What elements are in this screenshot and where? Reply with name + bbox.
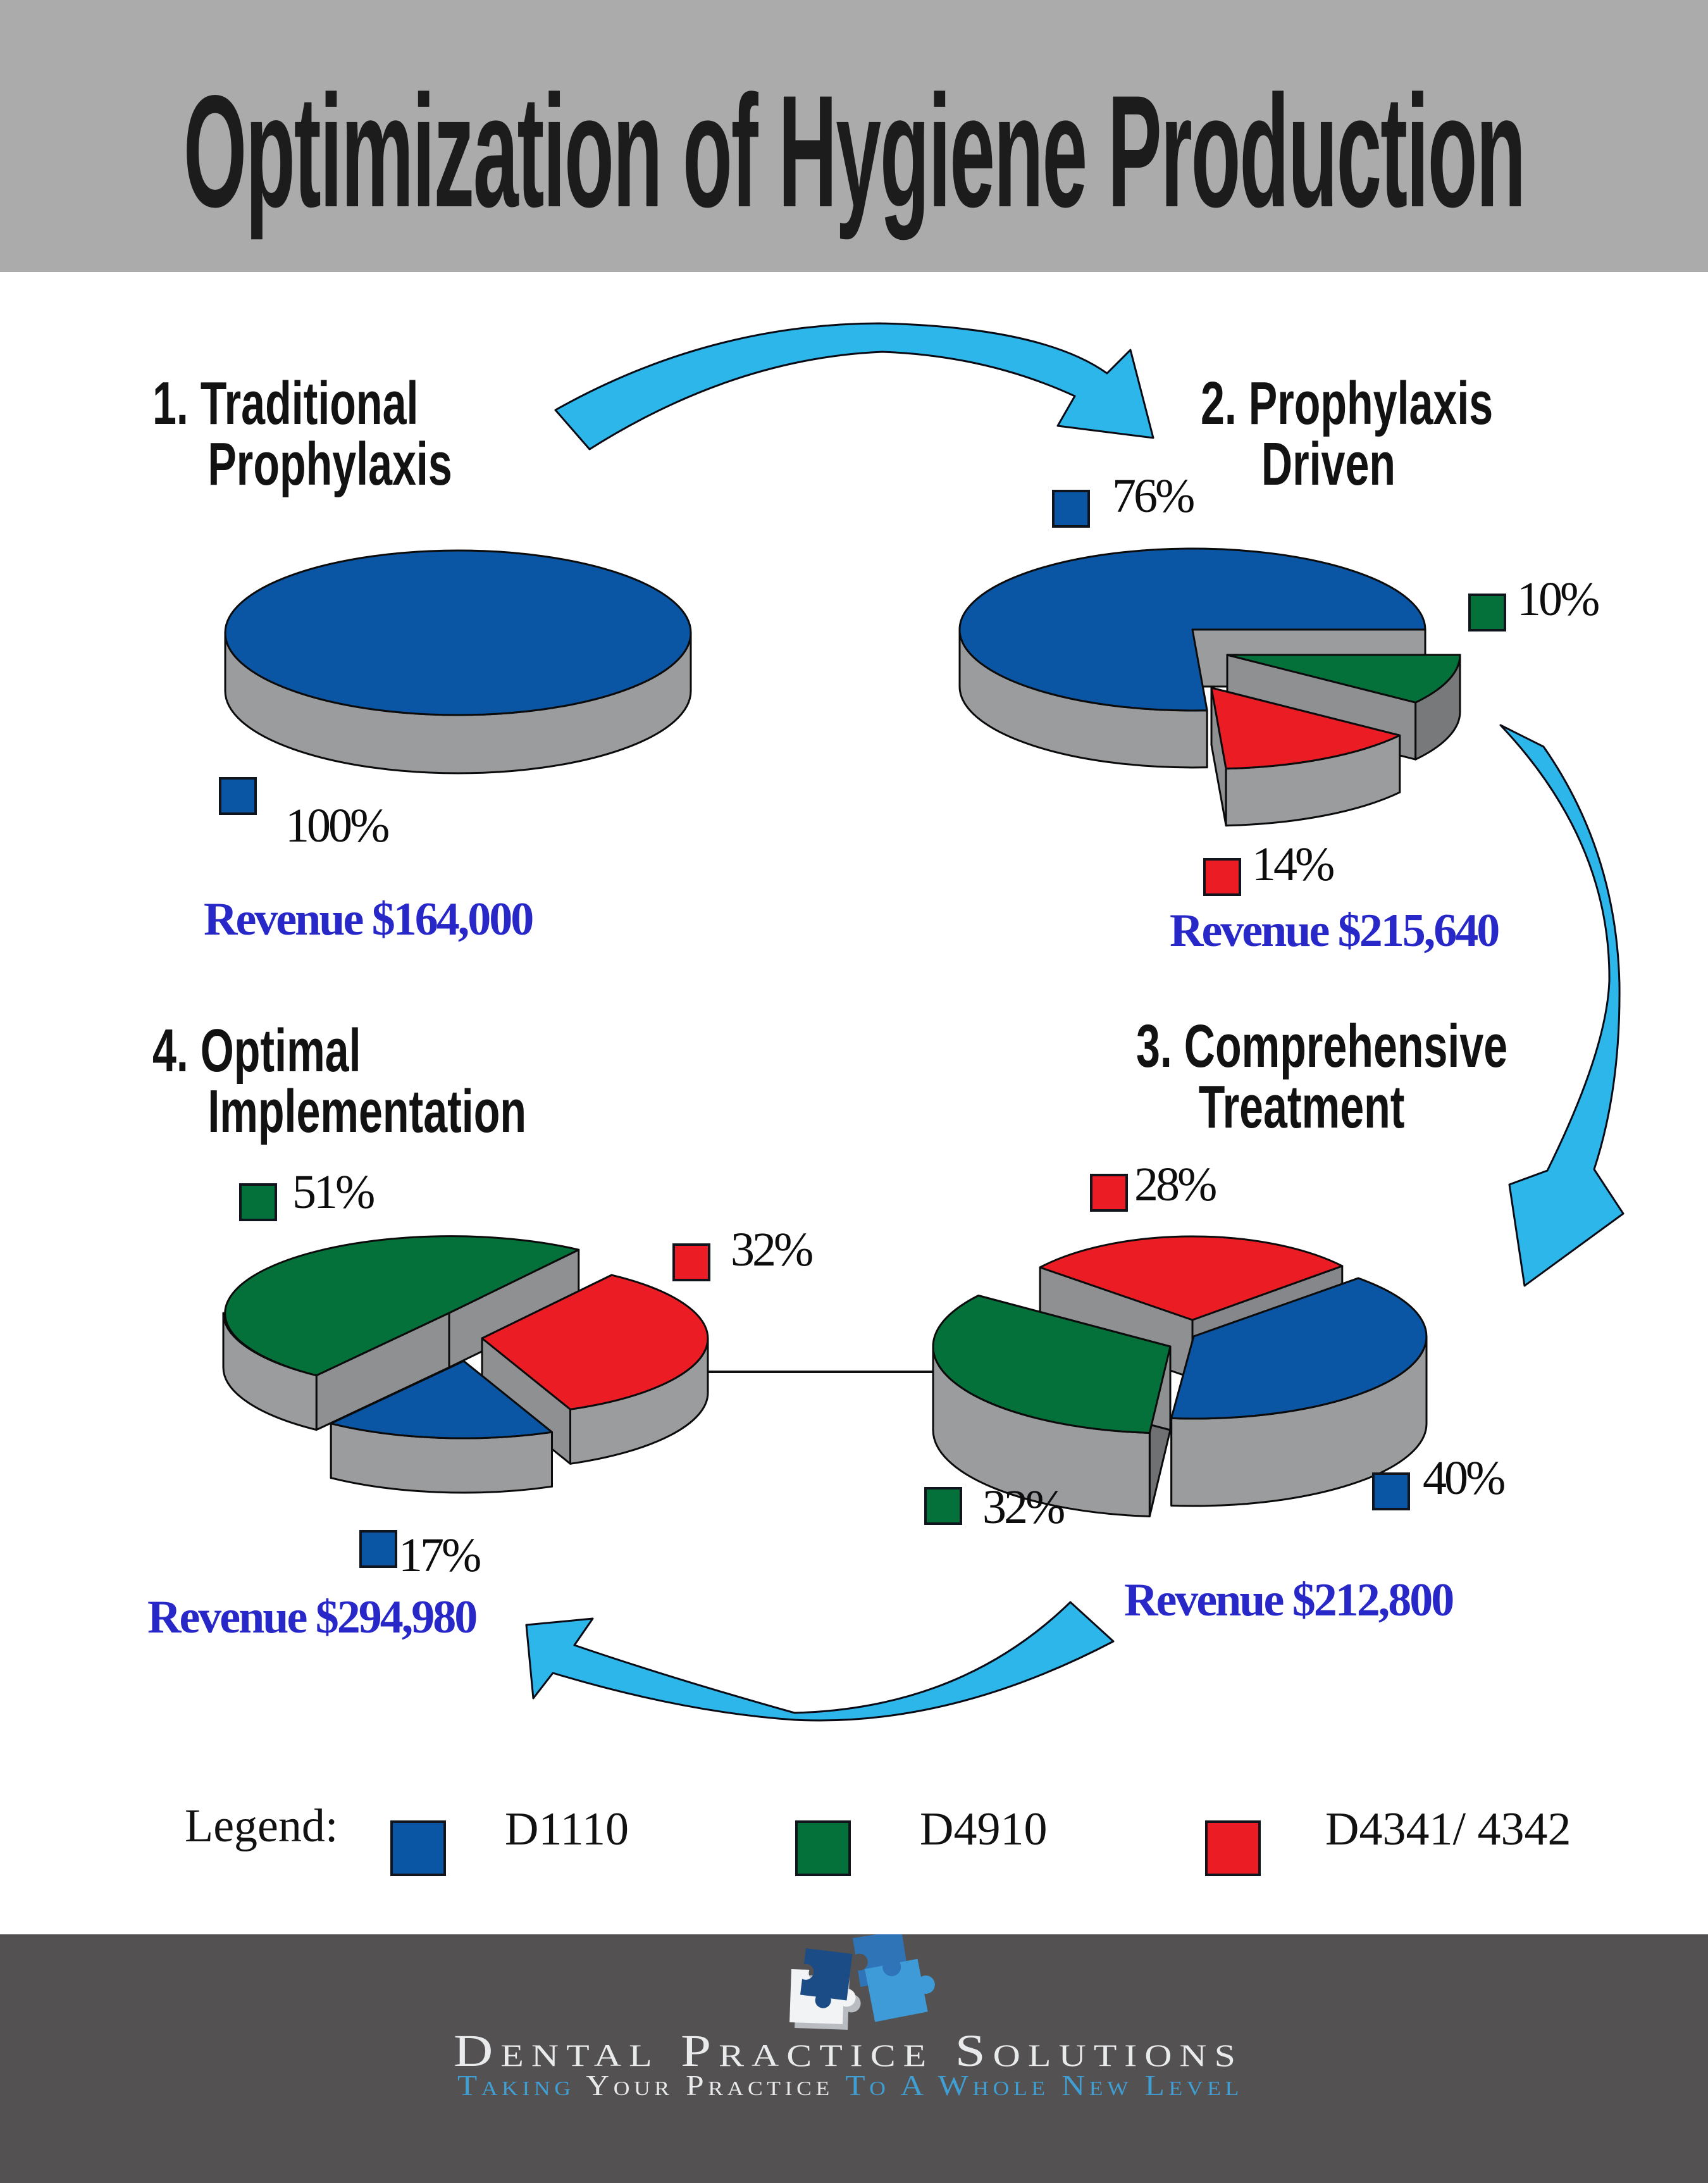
brand-name: Dental Practice Solutions bbox=[0, 1934, 1708, 2074]
pie-3-swatch-blue bbox=[1372, 1472, 1410, 1510]
arrow-3-to-4 bbox=[525, 1601, 1115, 1722]
pie-4-pct-green: 51% bbox=[292, 1166, 375, 1219]
pie-2-revenue: Revenue $215,640 bbox=[1170, 905, 1500, 957]
pie-3-pct-blue: 40% bbox=[1423, 1452, 1506, 1505]
pie-4-pct-red: 32% bbox=[731, 1223, 814, 1276]
pie-chart-2 bbox=[958, 547, 1461, 827]
legend-code-blue: D1110 bbox=[505, 1803, 629, 1855]
pie-4-slice-D4910 bbox=[222, 1235, 580, 1431]
slice-top-face bbox=[932, 1295, 1172, 1434]
pie-chart-4 bbox=[222, 1235, 709, 1494]
pie-3-swatch-green bbox=[924, 1487, 962, 1525]
pie-3-revenue: Revenue $212,800 bbox=[1124, 1574, 1454, 1626]
slice-top-face bbox=[958, 547, 1426, 712]
legend-swatch-red bbox=[1205, 1820, 1261, 1876]
pie-4-swatch-green bbox=[239, 1183, 277, 1221]
page-title-text: Optimization of Hygiene Production bbox=[183, 63, 1526, 240]
pie-1-title-line1: 1. Traditional bbox=[152, 370, 419, 437]
pie-4-title-line1: 4. Optimal bbox=[152, 1017, 361, 1085]
slice-top-face bbox=[224, 1235, 580, 1377]
puzzle-piece-lightblue bbox=[865, 1958, 935, 2022]
legend-swatch-blue bbox=[390, 1820, 446, 1876]
puzzle-logo-icon bbox=[789, 1934, 935, 2030]
pie-2-title: 2. Prophylaxis Driven bbox=[1201, 373, 1493, 495]
pie-1-revenue: Revenue $164,000 bbox=[204, 893, 534, 945]
slice-top-face bbox=[224, 549, 692, 716]
slice-top-face bbox=[1210, 687, 1401, 770]
pie-3-swatch-red bbox=[1090, 1174, 1128, 1212]
pie-2-swatch-red bbox=[1203, 858, 1241, 896]
header-band: Optimization of Hygiene Production bbox=[0, 0, 1708, 272]
slice-top-face bbox=[1226, 654, 1461, 704]
pie-3-title: 3. Comprehensive Treatment bbox=[1136, 1016, 1507, 1138]
pie-1-swatch-blue bbox=[219, 777, 257, 815]
pie-chart-3 bbox=[932, 1235, 1428, 1517]
footer-band: Dental Practice Solutions Taking Your Pr… bbox=[0, 1934, 1708, 2183]
pie-3-pct-green: 32% bbox=[982, 1481, 1065, 1534]
pie-4-slice-D1110 bbox=[330, 1360, 553, 1494]
pie-4-pct-blue: 17% bbox=[399, 1529, 481, 1582]
pie-4-swatch-red bbox=[672, 1243, 710, 1281]
pie-4-title-line2: Implementation bbox=[207, 1078, 527, 1145]
pie-2-title-line1: 2. Prophylaxis bbox=[1201, 370, 1494, 437]
tagline-segment-3: To A Whole New Level bbox=[833, 2069, 1243, 2101]
arrow-2-to-3 bbox=[1499, 724, 1624, 1287]
slice-top-face bbox=[1170, 1277, 1428, 1420]
slice-top-face bbox=[330, 1360, 553, 1440]
pie-3-pct-red: 28% bbox=[1134, 1158, 1217, 1211]
pie-2-pct-blue: 76% bbox=[1112, 470, 1195, 523]
pie-2-swatch-green bbox=[1468, 594, 1506, 631]
slice-top-face bbox=[481, 1274, 709, 1410]
page-title: Optimization of Hygiene Production bbox=[0, 0, 1708, 272]
pie-1-title-line2: Prophylaxis bbox=[207, 430, 452, 498]
pie-4-title: 4. Optimal Implementation bbox=[152, 1021, 526, 1142]
legend-title: Legend: bbox=[185, 1800, 338, 1852]
slice-top-face bbox=[1039, 1235, 1344, 1321]
pie-2-pct-green: 10% bbox=[1517, 573, 1600, 626]
pie-3-slice-D1110 bbox=[1170, 1277, 1428, 1507]
brand-tagline: Taking Your Practice To A Whole New Leve… bbox=[0, 1934, 1708, 2100]
pie-4-slice-D43414342 bbox=[481, 1274, 709, 1465]
tagline-segment-2: Your Practice bbox=[574, 2069, 834, 2101]
legend-code-red: D4341/ 4342 bbox=[1325, 1803, 1571, 1855]
pie-charts-group bbox=[222, 547, 1461, 1517]
brand-tagline-text: Taking Your Practice To A Whole New Leve… bbox=[457, 2071, 1243, 2100]
pie-3-slice-D4910 bbox=[932, 1295, 1172, 1517]
tagline-segment-1: Taking bbox=[457, 2069, 575, 2101]
pie-2-title-line2: Driven bbox=[1261, 430, 1395, 498]
pie-4-swatch-blue bbox=[359, 1530, 397, 1568]
legend-code-green: D4910 bbox=[920, 1803, 1048, 1855]
legend-swatch-green bbox=[795, 1820, 851, 1876]
pie-1-slice-D1110 bbox=[224, 549, 692, 774]
puzzle-piece-navy bbox=[800, 1948, 853, 2008]
cycle-arrows-group bbox=[525, 322, 1624, 1722]
brand-name-text: Dental Practice Solutions bbox=[454, 2025, 1243, 2076]
arrow-1-to-2 bbox=[554, 322, 1154, 451]
pie-3-title-line1: 3. Comprehensive bbox=[1136, 1012, 1508, 1080]
pie-3-title-line2: Treatment bbox=[1198, 1073, 1405, 1141]
pie-4-revenue: Revenue $294,980 bbox=[147, 1591, 478, 1643]
pie-1-pct-blue: 100% bbox=[285, 799, 390, 852]
pie-1-title: 1. Traditional Prophylaxis bbox=[152, 373, 452, 495]
pie-chart-1 bbox=[224, 549, 692, 774]
pie-2-slice-D43414342 bbox=[1210, 687, 1401, 827]
pie-2-pct-red: 14% bbox=[1252, 838, 1335, 891]
pie-2-swatch-blue bbox=[1052, 490, 1090, 528]
